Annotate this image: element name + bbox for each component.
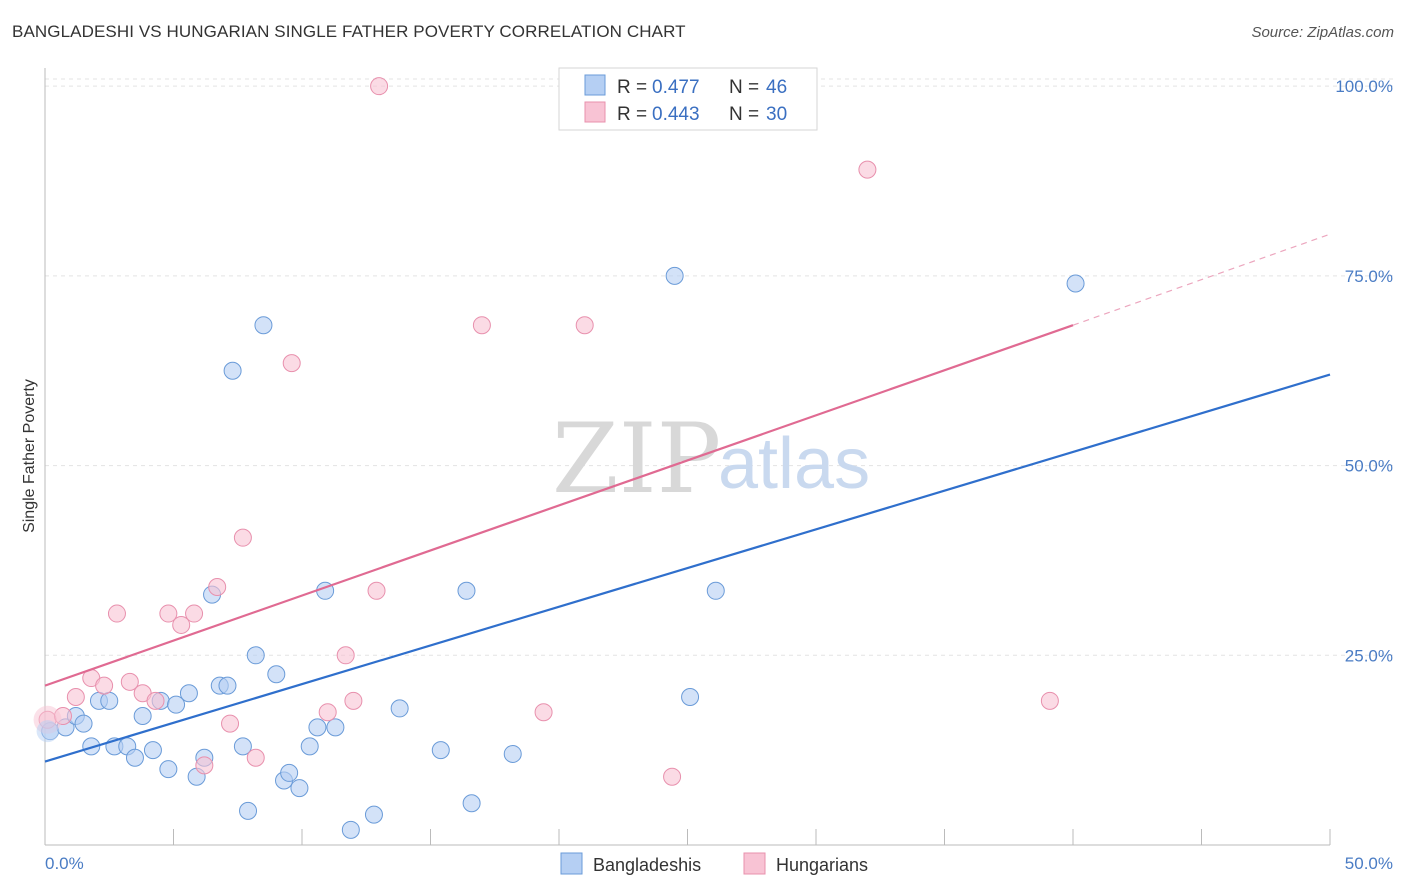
point-hungarians-19: [336, 646, 355, 665]
legend-r-label: R =: [617, 104, 647, 125]
point-bangladeshis-42: [681, 688, 700, 707]
point-bangladeshis-43: [706, 581, 725, 600]
point-bangladeshis-3: [74, 714, 93, 733]
y-tick-labels: 25.0% 50.0% 75.0% 100.0%: [1335, 77, 1393, 665]
point-hungarians-14: [221, 714, 240, 733]
point-bangladeshis-26: [267, 665, 286, 684]
point-cluster-bangladeshis: [36, 720, 59, 743]
y-tick-label-0: 25.0%: [1345, 646, 1393, 665]
legend-n-label: N =: [729, 104, 759, 125]
point-bangladeshis-22: [233, 737, 252, 756]
trend-lines: [44, 233, 1331, 763]
point-bangladeshis-23: [239, 801, 258, 820]
data-points: [33, 77, 1085, 839]
bottom-legend-swatch-hungarians[interactable]: [743, 852, 766, 875]
point-hungarians-25: [575, 316, 594, 335]
point-hungarians-22: [370, 77, 389, 96]
x-tick-label-max: 50.0%: [1345, 854, 1393, 873]
point-hungarians-17: [282, 354, 301, 373]
point-hungarians-16: [246, 748, 265, 767]
y-tick-label-3: 100.0%: [1335, 77, 1393, 96]
point-bangladeshis-14: [167, 695, 186, 714]
legend-swatch-bangladeshis: [584, 74, 606, 96]
point-bangladeshis-28: [280, 763, 299, 782]
point-bangladeshis-39: [462, 794, 481, 813]
point-bangladeshis-21: [223, 361, 242, 380]
point-bangladeshis-34: [341, 820, 360, 839]
point-bangladeshis-25: [254, 316, 273, 335]
point-hungarians-11: [185, 604, 204, 623]
point-bangladeshis-40: [503, 744, 522, 763]
point-hungarians-23: [472, 316, 491, 335]
y-tick-label-1: 50.0%: [1345, 457, 1393, 476]
point-hungarians-26: [663, 767, 682, 786]
point-bangladeshis-20: [218, 676, 237, 695]
bottom-legend-swatch-bangladeshis[interactable]: [560, 852, 583, 875]
y-tick-label-2: 75.0%: [1345, 267, 1393, 286]
point-hungarians-21: [367, 581, 386, 600]
point-bangladeshis-9: [125, 748, 144, 767]
point-hungarians-8: [146, 691, 165, 710]
bottom-legend-label-bangladeshis[interactable]: Bangladeshis: [593, 855, 701, 875]
point-bangladeshis-30: [300, 737, 319, 756]
watermark-atlas: atlas: [718, 424, 870, 504]
point-hungarians-9: [159, 604, 178, 623]
series-legend: Bangladeshis Hungarians: [560, 852, 868, 875]
legend-r-value-hungarians: 0.443: [652, 104, 700, 125]
legend-swatch-hungarians: [584, 101, 606, 123]
point-hungarians-4: [95, 676, 114, 695]
point-bangladeshis-29: [290, 779, 309, 798]
trend-line-hungarians: [44, 324, 1074, 687]
source-label: Source: ZipAtlas.com: [1251, 24, 1394, 41]
point-bangladeshis-41: [665, 266, 684, 285]
legend-n-label: N =: [729, 77, 759, 98]
chart-title: BANGLADESHI VS HUNGARIAN SINGLE FATHER P…: [12, 22, 686, 41]
legend-r-value-bangladeshis: 0.477: [652, 77, 700, 98]
point-bangladeshis-15: [179, 684, 198, 703]
point-hungarians-20: [344, 691, 363, 710]
point-bangladeshis-38: [457, 581, 476, 600]
point-hungarians-24: [534, 703, 553, 722]
point-hungarians-5: [107, 604, 126, 623]
legend-n-value-hungarians: 30: [766, 104, 787, 125]
point-bangladeshis-4: [82, 737, 101, 756]
gridlines: [45, 78, 1393, 656]
point-bangladeshis-6: [100, 691, 119, 710]
point-hungarians-29: [1040, 691, 1059, 710]
point-bangladeshis-24: [246, 646, 265, 665]
point-bangladeshis-33: [326, 718, 345, 737]
point-bangladeshis-11: [143, 741, 162, 760]
point-bangladeshis-31: [308, 718, 327, 737]
point-hungarians-18: [318, 703, 337, 722]
point-hungarians-13: [208, 578, 227, 596]
point-hungarians-6: [120, 672, 139, 691]
bottom-legend-label-hungarians[interactable]: Hungarians: [776, 855, 868, 875]
point-hungarians-10: [172, 615, 191, 634]
trend-line-extension-hungarians: [1072, 233, 1331, 326]
trend-line-bangladeshis: [44, 373, 1331, 763]
point-hungarians-15: [233, 528, 252, 547]
point-bangladeshis-10: [133, 707, 152, 725]
point-bangladeshis-35: [364, 805, 383, 824]
legend-n-value-bangladeshis: 46: [766, 77, 787, 98]
legend-r-label: R =: [617, 77, 647, 98]
x-ticks: [44, 829, 1331, 845]
y-axis-label: Single Father Poverty: [21, 379, 38, 533]
point-hungarians-28: [858, 160, 877, 179]
point-bangladeshis-13: [159, 760, 178, 779]
point-bangladeshis-36: [390, 699, 409, 718]
stats-legend: R = 0.477 N = 46 R = 0.443 N = 30: [558, 67, 818, 131]
point-hungarians-12: [195, 756, 214, 775]
point-hungarians-2: [66, 688, 85, 707]
point-bangladeshis-44: [1066, 274, 1085, 293]
watermark: ZIP atlas: [552, 403, 870, 515]
x-tick-label-min: 0.0%: [45, 854, 84, 873]
point-bangladeshis-37: [431, 741, 450, 760]
